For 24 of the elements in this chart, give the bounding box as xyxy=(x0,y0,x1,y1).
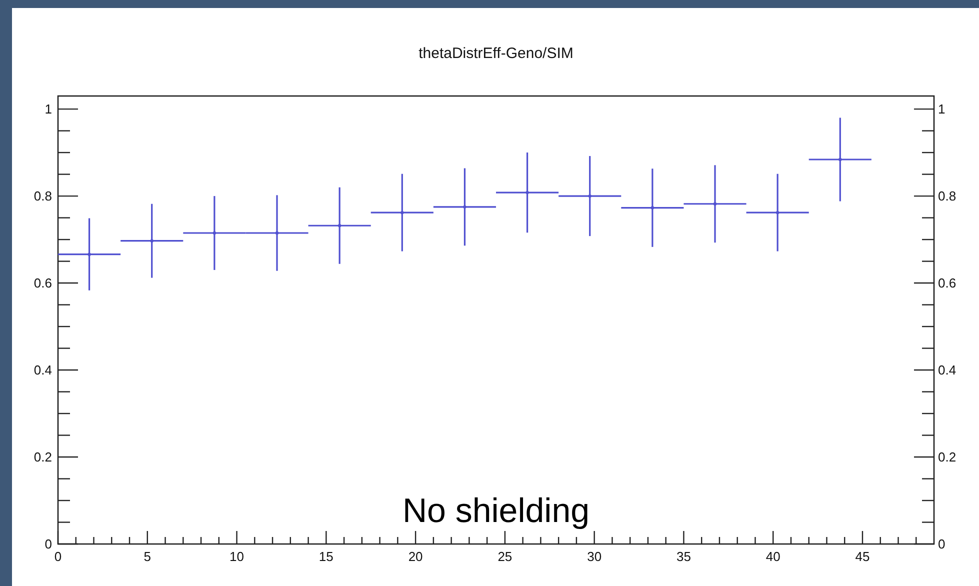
y-tick-label: 0.4 xyxy=(34,362,52,378)
y2-tick-label: 1 xyxy=(938,102,946,117)
y2-tick-label: 0.2 xyxy=(938,450,956,465)
x-tick-label: 40 xyxy=(766,549,780,564)
x-tick-label: 35 xyxy=(676,549,691,564)
y2-tick-label: 0 xyxy=(938,536,946,552)
y-tick-label: 0.8 xyxy=(34,188,52,204)
x-tick-label: 20 xyxy=(408,549,423,564)
y-tick-label: 0.6 xyxy=(34,276,52,291)
y2-tick-label: 0.6 xyxy=(938,276,956,291)
x-tick-label: 25 xyxy=(498,549,512,564)
annotation: No shielding xyxy=(402,492,590,530)
x-tick-label: 15 xyxy=(318,549,334,564)
x-tick-label: 30 xyxy=(587,549,602,564)
chart-title: thetaDistrEff-Geno/SIM xyxy=(418,45,574,62)
x-tick-label: 10 xyxy=(230,549,244,564)
y-tick-label: 1 xyxy=(44,102,52,117)
x-tick-label: 5 xyxy=(144,549,152,564)
x-tick-label: 0 xyxy=(54,549,62,564)
y2-tick-label: 0.8 xyxy=(938,188,956,204)
y2-tick-label: 0.4 xyxy=(938,362,956,378)
y-tick-label: 0.2 xyxy=(34,450,52,465)
x-tick-label: 45 xyxy=(855,549,870,564)
y-tick-label: 0 xyxy=(44,536,52,552)
